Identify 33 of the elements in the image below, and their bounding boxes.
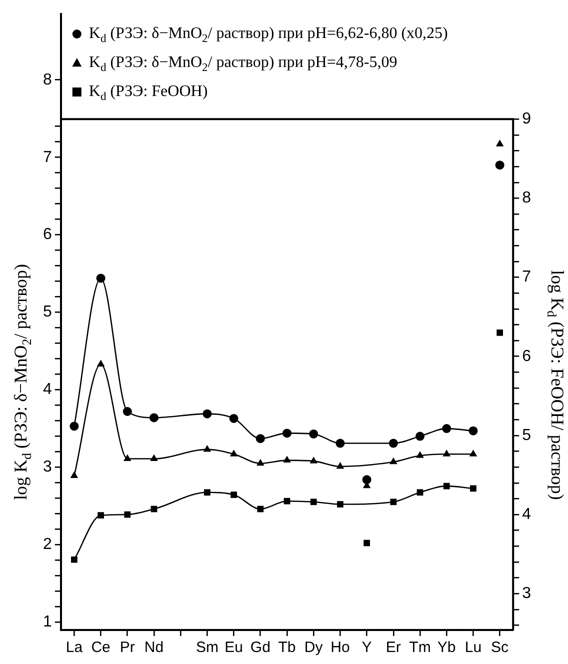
y-tick-label: 5: [42, 304, 52, 321]
y-axis-title: log Kd (РЗЭ: δ−MnO2/ раствор): [10, 264, 34, 500]
x-tick-label: Eu: [224, 639, 243, 656]
y2-tick-label: 8: [522, 190, 532, 207]
y-tick-label: 4: [42, 381, 52, 398]
x-tick-label: Y: [362, 639, 372, 656]
x-tick-label: Er: [386, 639, 401, 656]
x-tick-label: Sc: [491, 639, 510, 656]
y2-tick-label: 5: [522, 426, 532, 444]
y2-tick-label: 7: [522, 268, 532, 286]
y-tick-label: 3: [42, 458, 52, 476]
x-tick-label: Pr: [120, 639, 135, 656]
x-tick-label: Tb: [278, 639, 296, 656]
y-tick-label: 7: [42, 148, 52, 166]
x-tick-label: Tm: [409, 639, 431, 656]
y2-axis-title: log Kd (РЗЭ: FeOOH/ раствор): [544, 270, 568, 500]
y-tick-label: 8: [42, 71, 52, 88]
x-tick-label: Ho: [330, 639, 350, 656]
y2-tick-label: 4: [522, 506, 532, 523]
y2-tick-label: 9: [522, 110, 532, 128]
x-tick-label: Yb: [437, 639, 456, 656]
x-tick-label: La: [66, 639, 84, 656]
y-tick-label: 1: [42, 614, 52, 631]
y2-tick-label: 6: [522, 348, 532, 365]
y-tick-label: 6: [42, 226, 52, 244]
x-tick-label: Lu: [464, 639, 482, 656]
x-tick-label: Dy: [304, 639, 324, 656]
x-tick-label: Nd: [144, 639, 164, 656]
y-tick-label: 2: [42, 536, 52, 554]
y2-tick-label: 3: [522, 585, 532, 602]
x-tick-label: Gd: [250, 639, 270, 656]
x-tick-label: Ce: [91, 639, 110, 656]
x-tick-label: Sm: [196, 639, 218, 656]
